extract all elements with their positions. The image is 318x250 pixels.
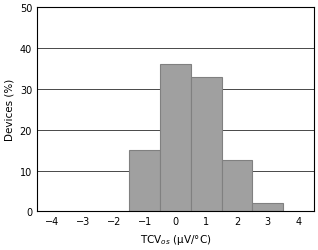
Bar — [252, 204, 283, 212]
Bar — [191, 77, 222, 211]
X-axis label: TCV$_{os}$ (μV/°C): TCV$_{os}$ (μV/°C) — [140, 232, 211, 246]
Bar — [222, 161, 252, 212]
Bar — [129, 150, 160, 212]
Bar — [160, 65, 191, 212]
Y-axis label: Devices (%): Devices (%) — [4, 79, 14, 141]
